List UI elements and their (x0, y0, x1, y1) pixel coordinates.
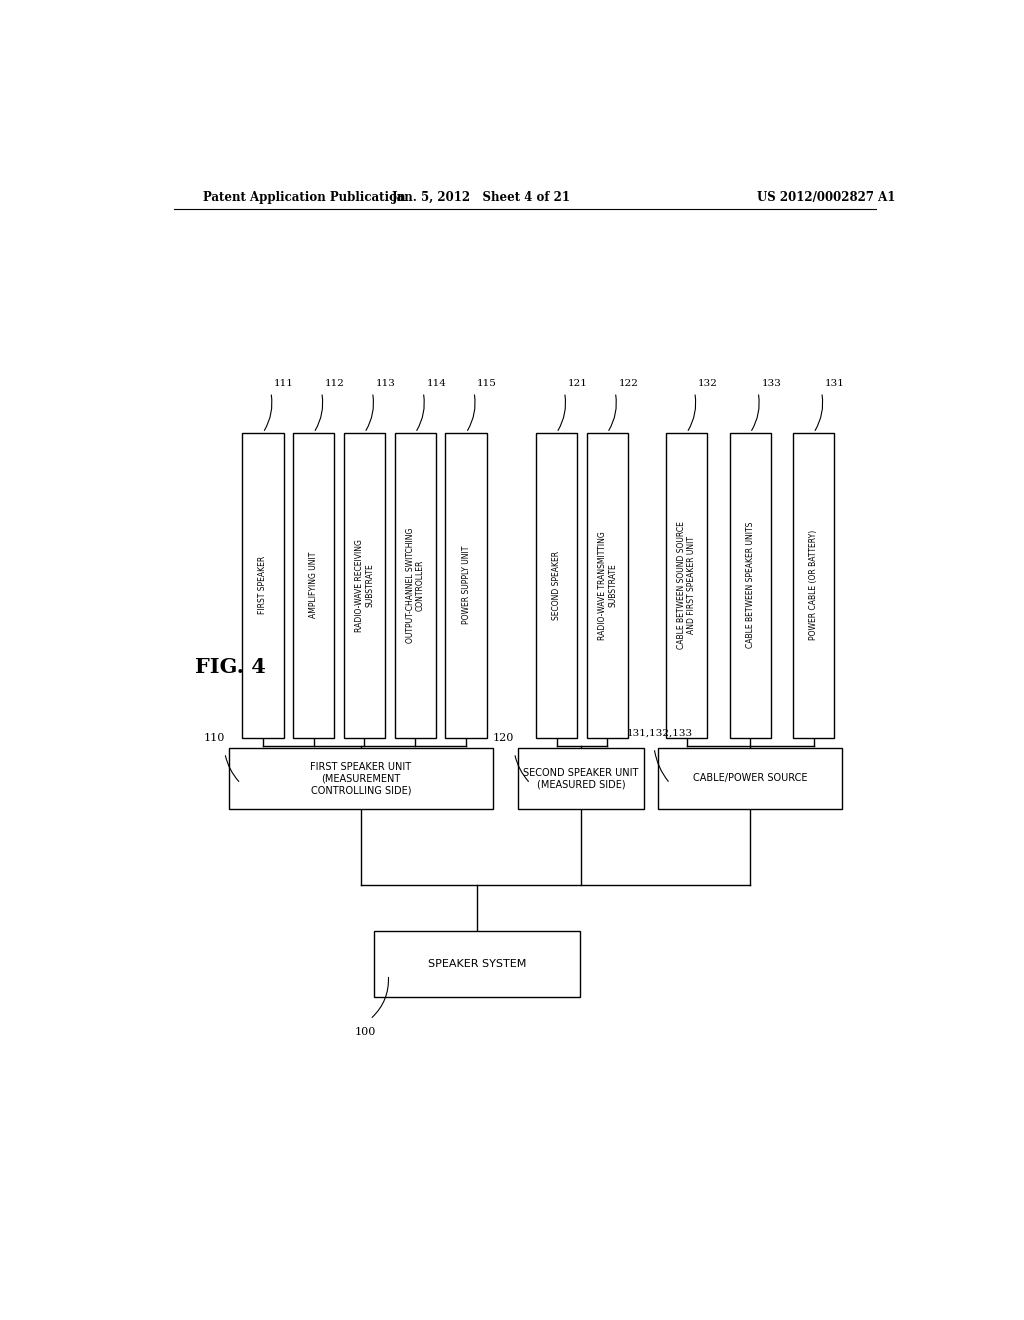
Text: SECOND SPEAKER UNIT
(MEASURED SIDE): SECOND SPEAKER UNIT (MEASURED SIDE) (523, 768, 639, 789)
Text: 133: 133 (761, 379, 781, 388)
Text: FIG. 4: FIG. 4 (196, 656, 266, 677)
Text: 120: 120 (494, 733, 514, 743)
Text: 131,132,133: 131,132,133 (627, 729, 692, 738)
Text: 112: 112 (325, 379, 345, 388)
Text: FIRST SPEAKER: FIRST SPEAKER (258, 556, 267, 614)
Text: 132: 132 (697, 379, 718, 388)
Bar (536, 433, 578, 738)
Text: 115: 115 (477, 379, 497, 388)
Bar (394, 433, 436, 738)
Text: POWER SUPPLY UNIT: POWER SUPPLY UNIT (462, 546, 471, 624)
Text: 110: 110 (204, 733, 224, 743)
Text: SECOND SPEAKER: SECOND SPEAKER (552, 550, 561, 620)
Bar (793, 433, 835, 738)
Text: CABLE BETWEEN SPEAKER UNITS: CABLE BETWEEN SPEAKER UNITS (745, 523, 755, 648)
Bar (445, 433, 486, 738)
Text: 111: 111 (274, 379, 294, 388)
Text: 114: 114 (426, 379, 446, 388)
Text: 122: 122 (618, 379, 638, 388)
Text: FIRST SPEAKER UNIT
(MEASUREMENT
CONTROLLING SIDE): FIRST SPEAKER UNIT (MEASUREMENT CONTROLL… (310, 762, 412, 795)
Text: CABLE/POWER SOURCE: CABLE/POWER SOURCE (693, 774, 808, 783)
Text: AMPLIFYING UNIT: AMPLIFYING UNIT (309, 552, 318, 619)
Bar (374, 931, 581, 997)
Bar (666, 433, 708, 738)
Bar (293, 433, 334, 738)
Text: SPEAKER SYSTEM: SPEAKER SYSTEM (428, 958, 526, 969)
Text: POWER CABLE (OR BATTERY): POWER CABLE (OR BATTERY) (809, 531, 818, 640)
Text: Patent Application Publication: Patent Application Publication (204, 190, 406, 203)
Text: 131: 131 (824, 379, 845, 388)
Bar (228, 748, 494, 809)
Text: CABLE BETWEEN SOUND SOURCE
AND FIRST SPEAKER UNIT: CABLE BETWEEN SOUND SOURCE AND FIRST SPE… (677, 521, 696, 649)
Text: 100: 100 (354, 1027, 376, 1038)
Text: US 2012/0002827 A1: US 2012/0002827 A1 (757, 190, 896, 203)
Text: OUTPUT-CHANNEL SWITCHING
CONTROLLER: OUTPUT-CHANNEL SWITCHING CONTROLLER (406, 528, 425, 643)
Bar (658, 748, 842, 809)
Bar (344, 433, 385, 738)
Text: RADIO-WAVE TRANSMITTING
SUBSTRATE: RADIO-WAVE TRANSMITTING SUBSTRATE (598, 531, 617, 640)
Bar (587, 433, 628, 738)
Bar (729, 433, 771, 738)
Text: RADIO-WAVE RECEIVING
SUBSTRATE: RADIO-WAVE RECEIVING SUBSTRATE (354, 539, 374, 632)
Text: 121: 121 (567, 379, 588, 388)
Text: 113: 113 (376, 379, 395, 388)
Bar (518, 748, 644, 809)
Text: Jan. 5, 2012   Sheet 4 of 21: Jan. 5, 2012 Sheet 4 of 21 (391, 190, 570, 203)
Bar (243, 433, 284, 738)
